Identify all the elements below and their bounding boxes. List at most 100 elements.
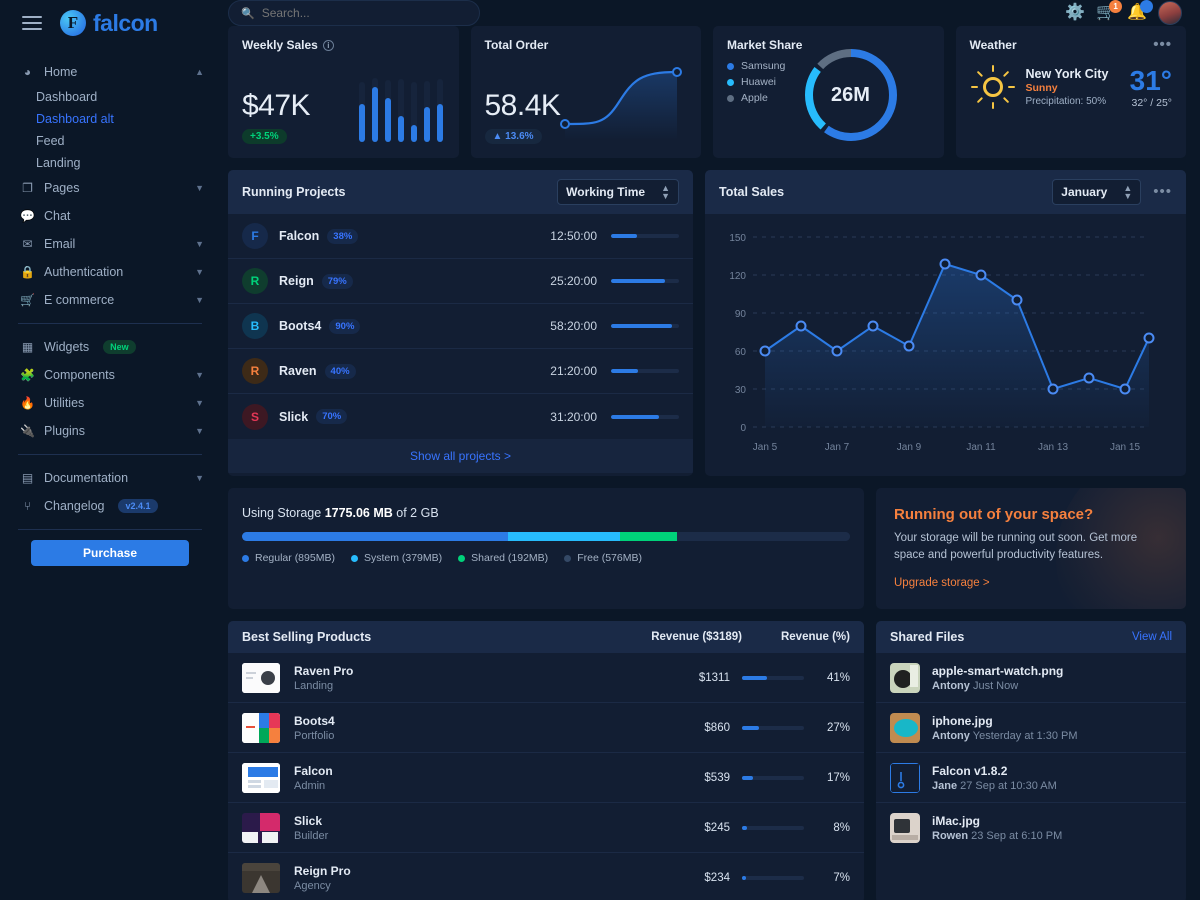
legend-dot bbox=[242, 554, 249, 562]
version-badge: v2.4.1 bbox=[118, 499, 158, 513]
table-row[interactable]: Boots4 Portfolio $860 27% bbox=[228, 703, 864, 754]
column-header-revenue: Revenue ($3189) bbox=[651, 631, 742, 644]
product-thumbnail bbox=[242, 762, 280, 793]
sidebar-item-plugins[interactable]: 🔌 Plugins ▼ bbox=[16, 417, 204, 445]
project-name: Falcon bbox=[279, 229, 320, 243]
chevron-down-icon: ▼ bbox=[195, 239, 204, 249]
product-progress bbox=[742, 675, 804, 680]
legend-item: Apple bbox=[727, 90, 930, 106]
table-row[interactable]: R Reign 79% 25:20:00 bbox=[228, 259, 693, 304]
product-name: Falcon bbox=[294, 763, 333, 778]
sidebar-home-subnav: Dashboard Dashboard alt Feed Landing bbox=[16, 86, 204, 174]
fire-icon: 🔥 bbox=[20, 396, 35, 410]
month-select-value: January bbox=[1061, 185, 1108, 199]
sidebar-item-feed[interactable]: Feed bbox=[36, 134, 65, 148]
table-row[interactable]: Falcon Admin $539 17% bbox=[228, 753, 864, 804]
sidebar-item-home[interactable]: ◕ Home ▲ bbox=[16, 58, 204, 86]
chevron-down-icon: ▼ bbox=[195, 183, 204, 193]
sidebar-item-authentication[interactable]: 🔒 Authentication ▼ bbox=[16, 258, 204, 286]
sidebar-brand-row: F falcon bbox=[16, 0, 204, 46]
list-item[interactable]: iphone.jpg Antony Yesterday at 1:30 PM bbox=[876, 703, 1186, 754]
project-name: Slick bbox=[279, 409, 309, 424]
ellipsis-icon[interactable]: ••• bbox=[1153, 183, 1172, 200]
table-row[interactable]: Reign Pro Agency $234 7% bbox=[228, 853, 864, 900]
sidebar-item-widgets[interactable]: ▦ Widgets New bbox=[16, 333, 204, 361]
list-item[interactable]: apple-smart-watch.png Antony Just Now bbox=[876, 653, 1186, 704]
sidebar-item-dashboard[interactable]: Dashboard bbox=[36, 90, 98, 104]
product-percent: 41% bbox=[826, 671, 850, 684]
svg-text:30: 30 bbox=[735, 385, 747, 396]
file-icon bbox=[890, 762, 920, 793]
sidebar-item-label: Authentication bbox=[44, 265, 124, 279]
storage-promo-row: Using Storage 1775.06 MB of 2 GB Regular… bbox=[228, 488, 1186, 610]
file-user: Antony bbox=[932, 729, 970, 742]
bell-icon[interactable]: 🔔 bbox=[1127, 0, 1153, 21]
storage-card: Using Storage 1775.06 MB of 2 GB Regular… bbox=[228, 488, 864, 610]
sidebar-item-label: Pages bbox=[44, 181, 80, 195]
list-item[interactable]: Falcon v1.8.2 Jane 27 Sep at 10:30 AM bbox=[876, 753, 1186, 804]
sidebar-item-components[interactable]: 🧩 Components ▼ bbox=[16, 361, 204, 389]
sidebar-item-chat[interactable]: 💬 Chat bbox=[16, 202, 204, 230]
running-projects-list: F Falcon 38% 12:50:00 R Reign 79% 25:20:… bbox=[228, 214, 693, 439]
plug-icon: 🔌 bbox=[20, 424, 35, 438]
chevron-down-icon: ▼ bbox=[195, 267, 204, 277]
chevron-down-icon: ▼ bbox=[195, 398, 204, 408]
project-name: Raven bbox=[279, 364, 317, 378]
upgrade-storage-link[interactable]: Upgrade storage > bbox=[894, 577, 990, 590]
working-time-select-value: Working Time bbox=[566, 185, 646, 199]
gear-icon[interactable]: ⚙️ bbox=[1065, 4, 1086, 21]
brand-logo-group[interactable]: F falcon bbox=[60, 10, 158, 37]
sidebar-item-changelog[interactable]: ⑂ Changelog v2.4.1 bbox=[16, 492, 204, 520]
weekly-sales-value-group: $47K +3.5% bbox=[242, 89, 311, 144]
product-percent: 27% bbox=[826, 721, 850, 734]
upgrade-storage-card: Running out of your space? Your storage … bbox=[876, 488, 1186, 610]
sidebar-item-pages[interactable]: ❐ Pages ▼ bbox=[16, 174, 204, 202]
search-box[interactable]: 🔍 bbox=[228, 0, 480, 26]
sidebar-item-email[interactable]: ✉ Email ▼ bbox=[16, 230, 204, 258]
search-input[interactable] bbox=[261, 6, 467, 20]
sidebar-item-documentation[interactable]: ▤ Documentation ▼ bbox=[16, 464, 204, 492]
falcon-logo-icon: F bbox=[60, 10, 86, 36]
show-all-projects-link[interactable]: Show all projects > bbox=[228, 439, 693, 473]
file-user: Rowen bbox=[932, 830, 969, 843]
project-avatar: R bbox=[242, 358, 268, 384]
list-item[interactable]: iMac.jpg Rowen 23 Sep at 6:10 PM bbox=[876, 803, 1186, 853]
sidebar-item-label: Utilities bbox=[44, 396, 85, 410]
sidebar-item-dashboard-alt[interactable]: Dashboard alt bbox=[36, 112, 114, 126]
view-all-link[interactable]: View All bbox=[1131, 631, 1172, 644]
legend-item-free: Free (576MB) bbox=[564, 552, 642, 564]
month-select[interactable]: January ▲ ▼ bbox=[1052, 179, 1142, 205]
total-order-card: Total Order 58.4K ▲ 13.6% bbox=[470, 26, 701, 158]
product-name: Reign Pro bbox=[294, 864, 351, 879]
table-row[interactable]: R Raven 40% 21:20:00 bbox=[228, 349, 693, 394]
table-row[interactable]: Slick Builder $245 8% bbox=[228, 803, 864, 854]
project-avatar: F bbox=[242, 223, 268, 249]
chat-icon: 💬 bbox=[20, 209, 35, 223]
table-row[interactable]: B Boots4 90% 58:20:00 bbox=[228, 304, 693, 349]
info-icon[interactable]: i bbox=[322, 39, 334, 51]
svg-text:60: 60 bbox=[735, 347, 747, 358]
table-row[interactable]: S Slick 70% 31:20:00 bbox=[228, 394, 693, 439]
sidebar-item-ecommerce[interactable]: 🛒 E commerce ▼ bbox=[16, 286, 204, 314]
project-percent-badge: 38% bbox=[327, 228, 359, 244]
weather-range: 32° / 25° bbox=[1131, 97, 1172, 109]
table-row[interactable]: Raven Pro Landing $1311 41% bbox=[228, 653, 864, 704]
file-meta: Jane 27 Sep at 10:30 AM bbox=[932, 780, 1057, 792]
sidebar-item-landing[interactable]: Landing bbox=[36, 156, 81, 170]
sidebar-divider-2 bbox=[18, 454, 202, 455]
file-name: apple-smart-watch.png bbox=[932, 663, 1064, 678]
cart-icon[interactable]: 🛒 1 bbox=[1096, 0, 1123, 21]
hamburger-menu-icon[interactable] bbox=[22, 12, 42, 34]
purchase-button[interactable]: Purchase bbox=[31, 540, 189, 566]
project-percent-badge: 79% bbox=[321, 273, 353, 289]
sidebar-item-utilities[interactable]: 🔥 Utilities ▼ bbox=[16, 389, 204, 417]
legend-dot bbox=[458, 554, 466, 562]
ellipsis-icon[interactable]: ••• bbox=[1153, 36, 1172, 53]
total-sales-header: Total Sales January ▲ ▼ ••• bbox=[705, 170, 1186, 214]
working-time-select[interactable]: Working Time ▲ ▼ bbox=[557, 179, 679, 205]
best-selling-list: Raven Pro Landing $1311 41% bbox=[228, 653, 864, 900]
avatar[interactable] bbox=[1158, 1, 1182, 25]
weekly-sales-card: Weekly Sales i $47K +3.5% bbox=[228, 26, 459, 158]
table-row[interactable]: F Falcon 38% 12:50:00 bbox=[228, 214, 693, 259]
